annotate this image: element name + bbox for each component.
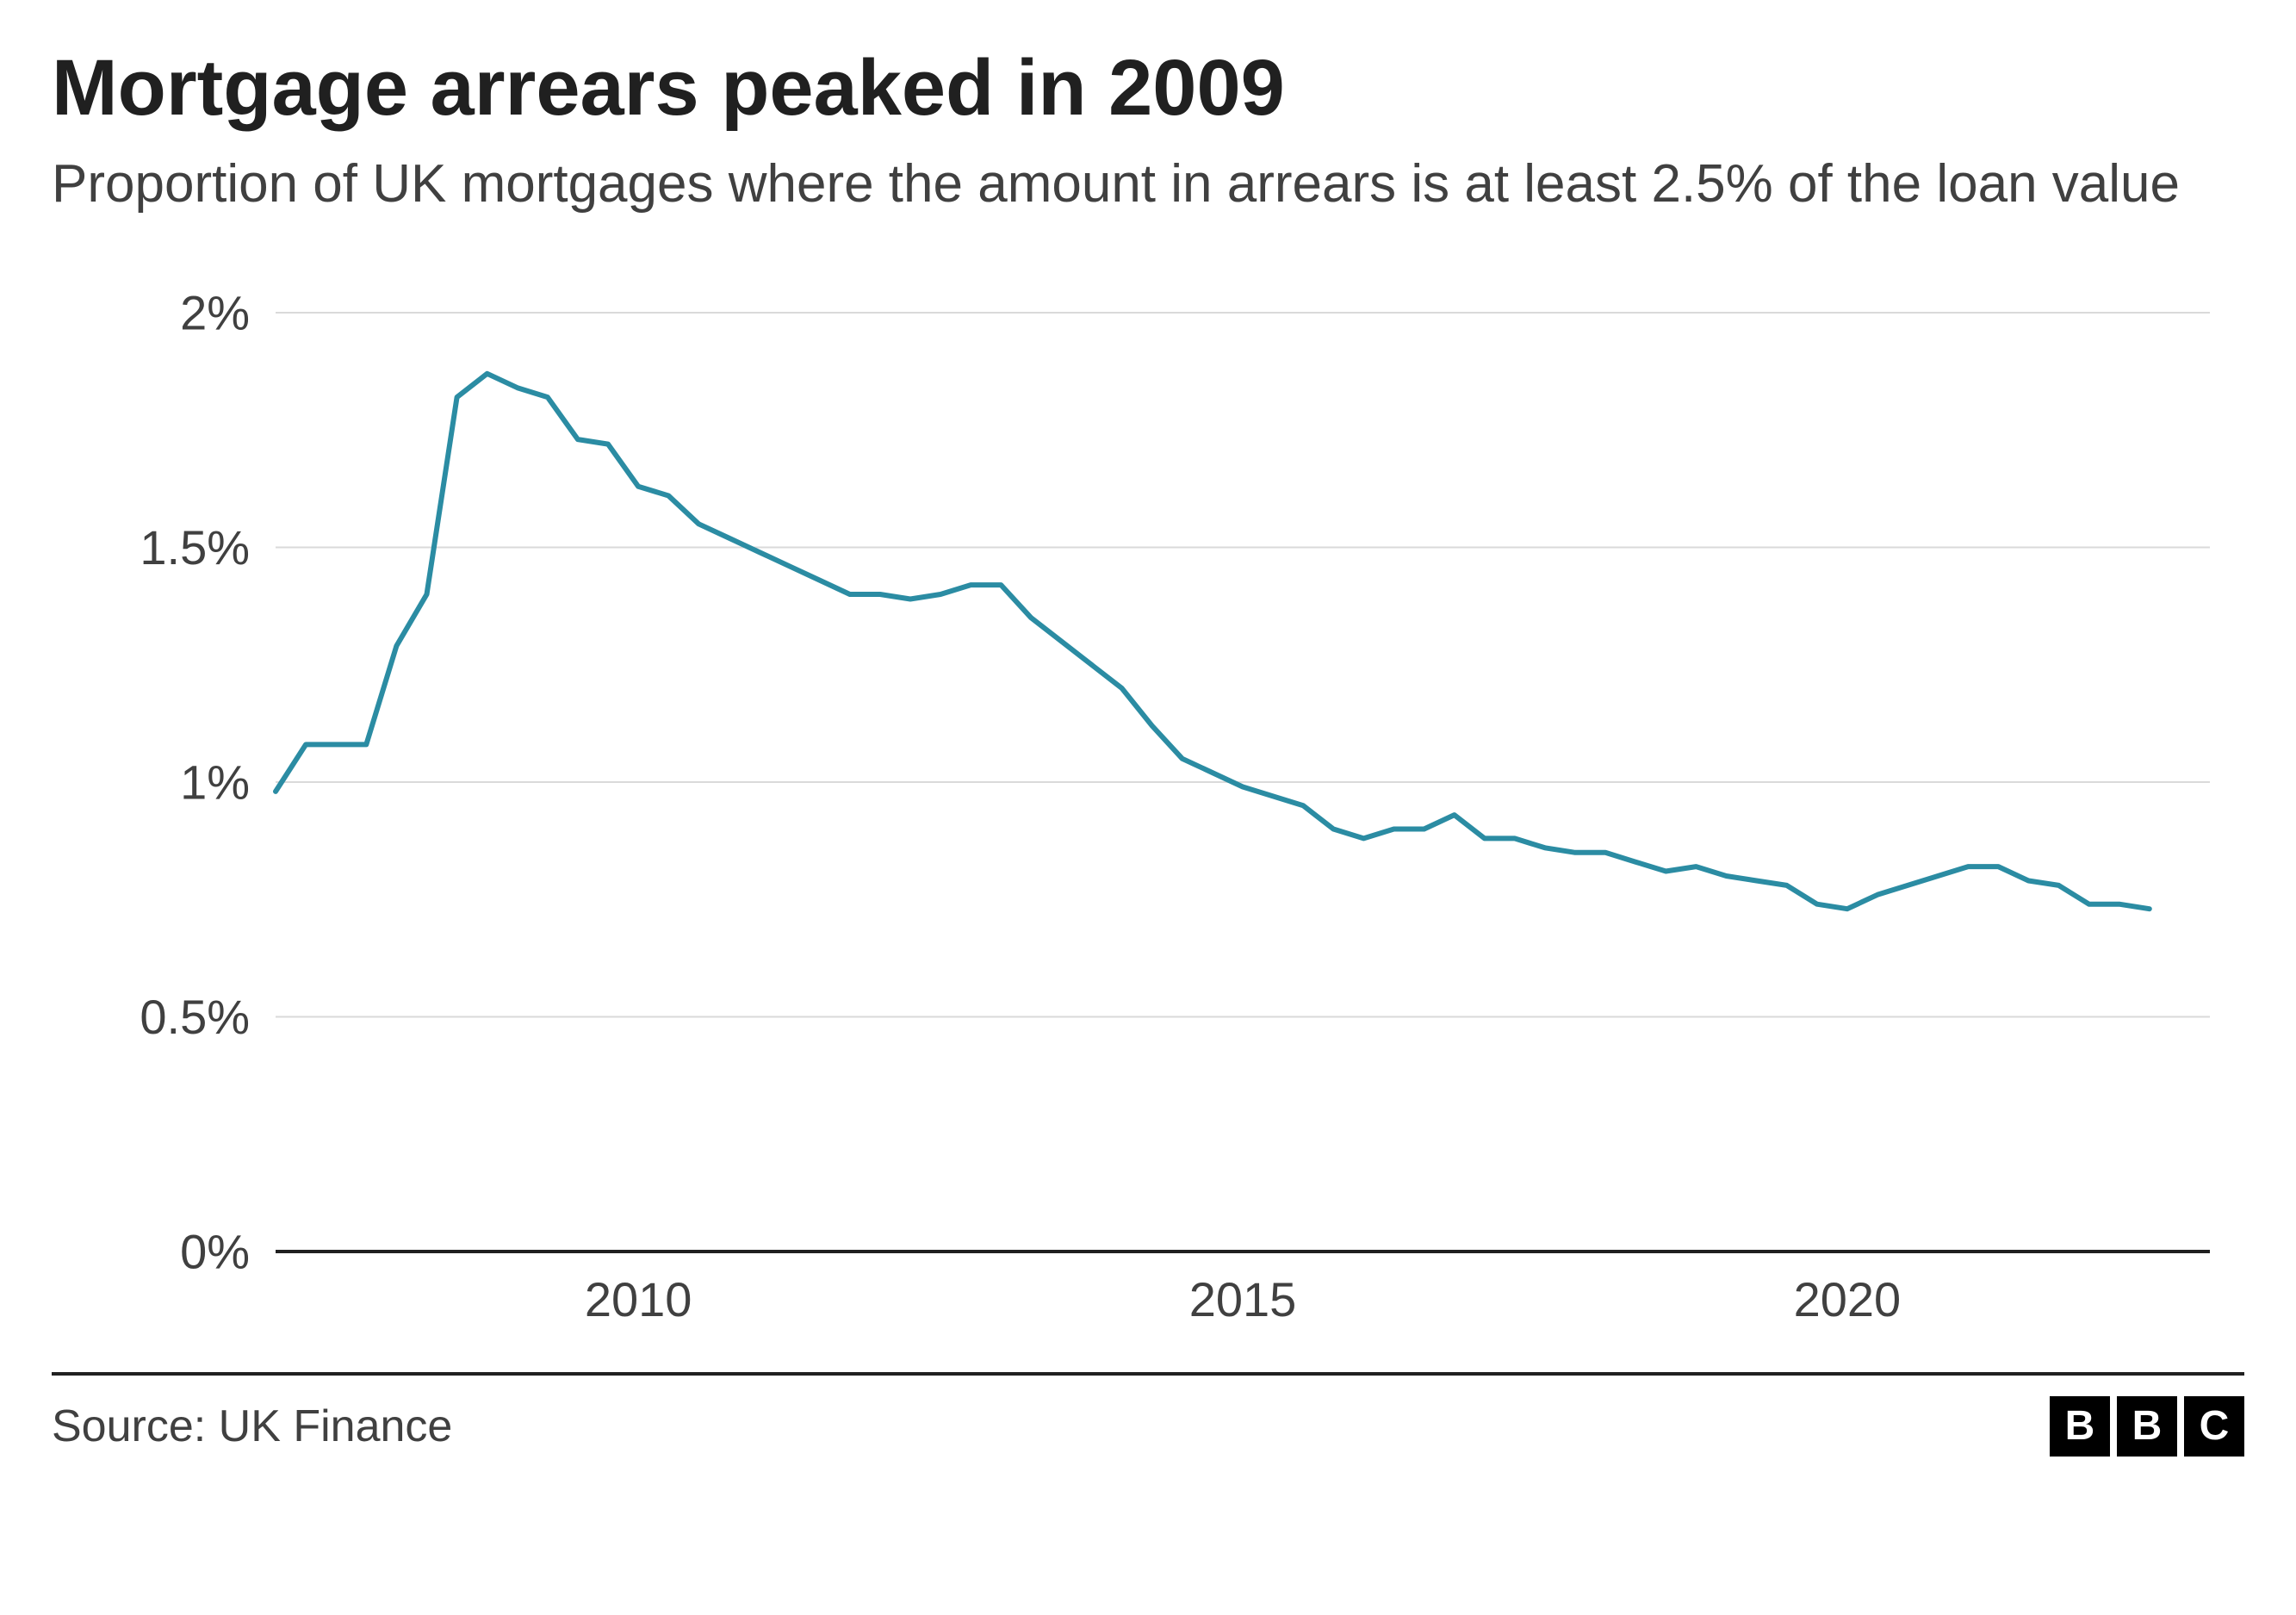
line-chart-svg: 0% 0.5% 1% 1.5% 2% 2010 2015 2020 xyxy=(52,252,2244,1355)
y-tick-label: 0.5% xyxy=(140,990,250,1044)
bbc-logo: BBC xyxy=(2050,1396,2244,1457)
chart-title: Mortgage arrears peaked in 2009 xyxy=(52,43,2244,134)
y-tick-label: 1% xyxy=(180,755,250,809)
x-tick-label: 2020 xyxy=(1794,1272,1902,1326)
chart-area: 0% 0.5% 1% 1.5% 2% 2010 2015 2020 xyxy=(52,252,2244,1355)
footer-divider xyxy=(52,1372,2244,1376)
y-tick-label: 2% xyxy=(180,285,250,339)
data-line xyxy=(276,373,2150,908)
chart-subtitle: Proportion of UK mortgages where the amo… xyxy=(52,151,2244,218)
y-tick-label: 0% xyxy=(180,1224,250,1278)
logo-letter: C xyxy=(2184,1396,2244,1457)
source-label: Source: UK Finance xyxy=(52,1401,452,1452)
logo-letter: B xyxy=(2117,1396,2177,1457)
logo-letter: B xyxy=(2050,1396,2110,1457)
x-tick-label: 2015 xyxy=(1189,1272,1297,1326)
footer: Source: UK Finance BBC xyxy=(52,1396,2244,1457)
y-tick-label: 1.5% xyxy=(140,520,250,575)
x-tick-label: 2010 xyxy=(585,1272,692,1326)
